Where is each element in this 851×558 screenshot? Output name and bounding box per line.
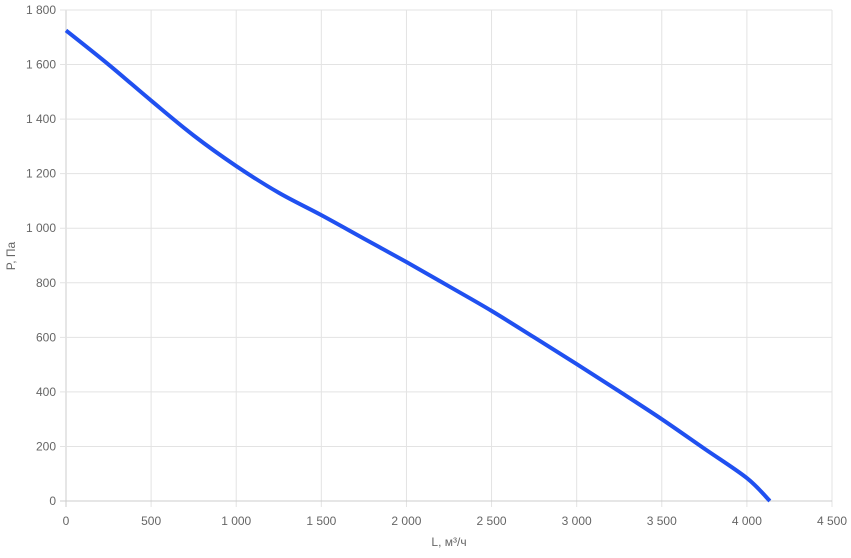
y-tick-label: 1 000	[26, 221, 56, 235]
x-tick-label: 0	[63, 514, 70, 528]
y-axis-label: P, Па	[4, 241, 18, 270]
y-axis: 0 200 400 600 800 1 000 1 200 1 400 1 600 1 800	[26, 3, 56, 508]
x-tick-label: 3 500	[647, 514, 677, 528]
x-tick-label: 4 000	[732, 514, 762, 528]
x-tick-label: 4 500	[817, 514, 847, 528]
y-tick-label: 600	[36, 330, 56, 344]
x-tick-label: 500	[141, 514, 161, 528]
y-tick-label: 400	[36, 385, 56, 399]
series-line	[64, 28, 772, 503]
x-tick-label: 2 000	[391, 514, 421, 528]
y-tick-label: 1 200	[26, 167, 56, 181]
y-tick-label: 1 400	[26, 112, 56, 126]
y-tick-label: 200	[36, 439, 56, 453]
x-tick-label: 2 500	[477, 514, 507, 528]
grid	[60, 9, 833, 507]
y-tick-label: 1 600	[26, 58, 56, 72]
y-tick-label: 800	[36, 276, 56, 290]
y-tick-label: 1 800	[26, 3, 56, 17]
y-tick-label: 0	[49, 494, 56, 508]
x-tick-label: 3 000	[562, 514, 592, 528]
x-axis-label: L, м³/ч	[431, 535, 466, 549]
x-tick-label: 1 000	[221, 514, 251, 528]
x-axis: 0 500 1 000 1 500 2 000 2 500 3 000 3 500 4 000 4…	[63, 514, 848, 528]
x-tick-label: 1 500	[306, 514, 336, 528]
